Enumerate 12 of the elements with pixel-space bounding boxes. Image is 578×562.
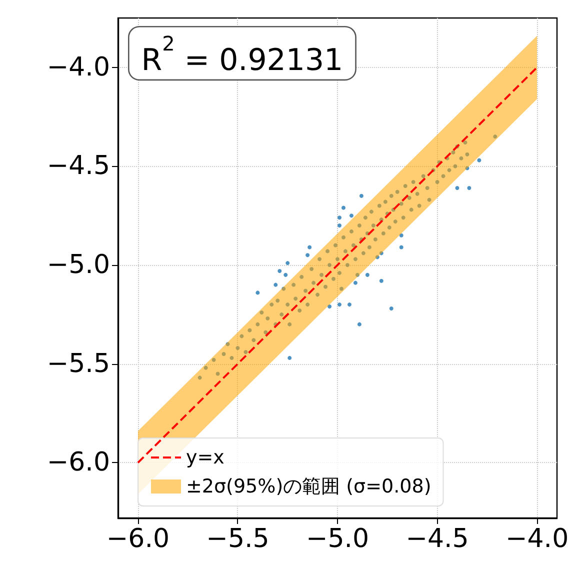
y-tick-label: −4.5 bbox=[46, 151, 110, 182]
x-tick-label: −4.5 bbox=[406, 524, 469, 554]
y-tick-label: −5.5 bbox=[46, 348, 110, 379]
x-tick-label: −5.0 bbox=[306, 524, 370, 554]
x-tick-label: −6.0 bbox=[106, 524, 170, 554]
legend-label: ±2σ(95%)の範囲 (σ=0.08) bbox=[186, 476, 432, 498]
y-tick-label: −6.0 bbox=[46, 448, 110, 478]
legend-label: y=x bbox=[186, 446, 224, 468]
x-tick-label: −5.5 bbox=[206, 524, 270, 554]
x-tick-label: −4.0 bbox=[505, 524, 569, 554]
y-tick-label: −5.0 bbox=[46, 250, 110, 280]
y-tick-label: −4.0 bbox=[46, 52, 110, 82]
